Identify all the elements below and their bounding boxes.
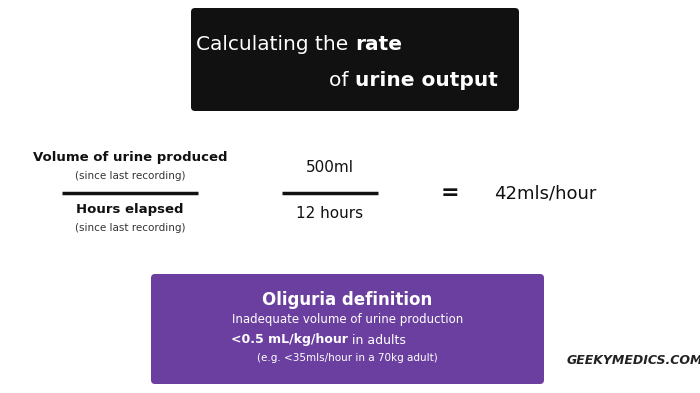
FancyBboxPatch shape (191, 8, 519, 111)
Text: in adults: in adults (347, 334, 405, 347)
Text: =: = (441, 183, 459, 203)
Text: of: of (329, 70, 355, 90)
Text: urine output: urine output (355, 70, 498, 90)
Text: Inadequate volume of urine production: Inadequate volume of urine production (232, 314, 463, 327)
Text: rate: rate (355, 35, 402, 55)
Text: (since last recording): (since last recording) (75, 223, 186, 233)
Text: GEEKYMEDICS.COM: GEEKYMEDICS.COM (567, 353, 700, 367)
Text: <0.5 mL/kg/hour: <0.5 mL/kg/hour (230, 334, 347, 347)
Text: Oliguria definition: Oliguria definition (262, 291, 433, 309)
Text: Calculating the: Calculating the (197, 35, 355, 55)
Text: (since last recording): (since last recording) (75, 171, 186, 181)
Text: 500ml: 500ml (306, 160, 354, 176)
Text: (e.g. <35mls/hour in a 70kg adult): (e.g. <35mls/hour in a 70kg adult) (257, 353, 438, 363)
Text: 42mls/hour: 42mls/hour (494, 184, 596, 202)
Text: Hours elapsed: Hours elapsed (76, 204, 183, 217)
Text: Volume of urine produced: Volume of urine produced (33, 151, 228, 165)
Text: 12 hours: 12 hours (296, 206, 363, 222)
FancyBboxPatch shape (151, 274, 544, 384)
